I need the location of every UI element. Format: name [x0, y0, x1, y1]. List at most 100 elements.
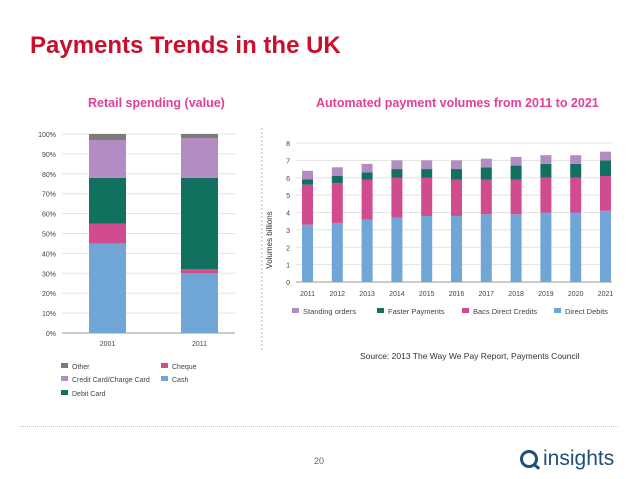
- bar-standing-orders-2013: [361, 163, 373, 173]
- legend-swatch-standing-orders: [292, 308, 299, 313]
- chart-2-y-axis: 0 1 2 3 4 5 6 7 8: [286, 141, 290, 287]
- bar-standing-orders-2011: [302, 170, 313, 180]
- legend-label-debit-card: Debit Card: [72, 391, 106, 398]
- chart-2-bars: [302, 151, 611, 282]
- chart-2: Automated payment volumes from 2011 to 2…: [265, 96, 613, 316]
- y-tick-label: 2: [286, 245, 290, 252]
- bar-faster-payments-2011: [302, 179, 313, 185]
- bar-credit-card-charge-card-2011: [181, 137, 218, 178]
- x-tick-label: 2019: [538, 291, 554, 298]
- bar-other-2001: [89, 134, 126, 140]
- x-tick-label: 2011: [300, 291, 315, 298]
- y-tick-label: 30%: [42, 271, 56, 278]
- x-tick-label: 2015: [419, 291, 435, 298]
- q-logo-icon: [520, 450, 538, 468]
- y-tick-label: 5: [286, 193, 290, 200]
- bar-standing-orders-2020: [570, 155, 582, 164]
- legend-label-cheque: Cheque: [172, 364, 197, 371]
- y-tick-label: 60%: [42, 212, 56, 219]
- bar-debit-card-2001: [89, 177, 126, 224]
- bar-faster-payments-2020: [570, 163, 582, 178]
- y-tick-label: 4: [286, 211, 290, 218]
- bar-direct-debits-2015: [421, 215, 433, 282]
- bar-direct-debits-2014: [391, 217, 403, 282]
- logo-text: insights: [543, 447, 615, 470]
- bar-standing-orders-2012: [331, 167, 343, 177]
- x-tick-label: 2020: [568, 291, 584, 298]
- y-tick-label: 80%: [42, 172, 56, 179]
- y-tick-label: 10%: [42, 311, 56, 318]
- bar-bacs-direct-credits-2015: [421, 177, 433, 216]
- y-tick-label: 70%: [42, 192, 56, 199]
- bar-faster-payments-2014: [391, 169, 403, 178]
- chart-2-title: Automated payment volumes from 2011 to 2…: [316, 96, 599, 110]
- bar-bacs-direct-credits-2014: [391, 177, 403, 218]
- bar-bacs-direct-credits-2019: [540, 177, 552, 213]
- bar-faster-payments-2012: [331, 176, 343, 183]
- bar-direct-debits-2013: [361, 219, 373, 282]
- bar-other-2011: [181, 134, 218, 138]
- legend-label-bacs-direct-credits: Bacs Direct Credits: [473, 307, 537, 316]
- legend-label-credit-card-charge-card: Credit Card/Charge Card: [72, 377, 150, 384]
- bar-standing-orders-2021: [600, 151, 611, 161]
- bar-bacs-direct-credits-2011: [302, 184, 313, 225]
- bar-standing-orders-2016: [451, 160, 462, 170]
- bar-bacs-direct-credits-2018: [510, 179, 522, 215]
- y-tick-label: 50%: [42, 232, 56, 239]
- bar-bacs-direct-credits-2021: [600, 176, 611, 211]
- chart-2-y-axis-label: Volumes billions: [265, 211, 274, 268]
- legend-swatch-cheque: [161, 363, 168, 368]
- y-tick-label: 8: [286, 141, 290, 148]
- x-tick-label: 2018: [508, 291, 524, 298]
- chart-1-legend: Other Cheque Credit Card/Charge Card Cash De…: [61, 363, 197, 398]
- bar-faster-payments-2017: [480, 167, 492, 180]
- chart-2-x-axis: 2011 2012 2013 2014 2015 2016 2017 2018 2019 2020…: [300, 291, 613, 298]
- insights-logo: insights: [520, 447, 614, 471]
- y-tick-label: 0%: [46, 331, 56, 338]
- bar-standing-orders-2015: [421, 160, 433, 170]
- bar-direct-debits-2017: [480, 214, 492, 282]
- footer-divider: [20, 426, 618, 427]
- x-tick-label: 2011: [192, 341, 207, 348]
- bar-direct-debits-2018: [510, 214, 522, 282]
- bar-bacs-direct-credits-2012: [331, 182, 343, 223]
- bar-cash-2001: [89, 243, 126, 333]
- bar-credit-card-charge-card-2001: [89, 139, 126, 178]
- chart-1-x-axis: 2001 2011: [100, 341, 207, 348]
- bar-standing-orders-2017: [480, 158, 492, 168]
- bar-faster-payments-2015: [421, 169, 433, 178]
- chart-1: Retail spending (value) 0% 10% 20% 30% 40% 50…: [38, 96, 235, 398]
- legend-swatch-direct-debits: [554, 308, 561, 313]
- y-tick-label: 20%: [42, 291, 56, 298]
- bar-faster-payments-2013: [361, 172, 373, 180]
- y-tick-label: 3: [286, 228, 290, 235]
- y-tick-label: 0: [286, 280, 290, 287]
- bar-direct-debits-2020: [570, 212, 582, 282]
- bar-standing-orders-2019: [540, 155, 552, 164]
- legend-label-standing-orders: Standing orders: [303, 307, 356, 316]
- bar-faster-payments-2018: [510, 165, 522, 180]
- legend-swatch-debit-card: [61, 390, 68, 395]
- bar-direct-debits-2019: [540, 212, 552, 282]
- x-tick-label: 2016: [449, 291, 465, 298]
- x-tick-label: 2021: [598, 291, 614, 298]
- chart-1-y-axis: 0% 10% 20% 30% 40% 50% 60% 70% 80% 90% 100%: [38, 132, 56, 338]
- y-tick-label: 1: [286, 263, 290, 270]
- x-tick-label: 2013: [359, 291, 375, 298]
- y-tick-label: 6: [286, 176, 290, 183]
- bar-cheque-2001: [89, 223, 126, 244]
- bar-faster-payments-2016: [451, 169, 462, 180]
- page-number: 20: [313, 456, 324, 466]
- bar-direct-debits-2016: [451, 215, 462, 282]
- bar-standing-orders-2018: [510, 156, 522, 166]
- bar-cash-2011: [181, 273, 218, 333]
- bar-direct-debits-2021: [600, 210, 611, 282]
- bar-debit-card-2011: [181, 177, 218, 270]
- bar-direct-debits-2011: [302, 224, 313, 282]
- x-tick-label: 2001: [100, 341, 116, 348]
- x-tick-label: 2012: [330, 291, 346, 298]
- bar-standing-orders-2014: [391, 160, 403, 170]
- slide-title: Payments Trends in the UK: [30, 32, 341, 59]
- bar-direct-debits-2012: [331, 222, 343, 282]
